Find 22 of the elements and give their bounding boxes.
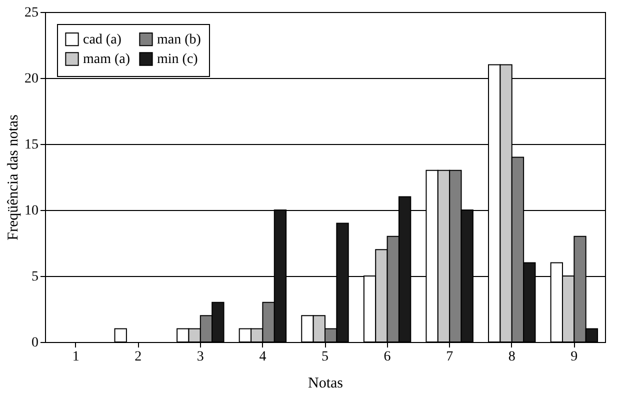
legend-label: mam (a)	[83, 52, 130, 67]
y-tick-label: 0	[32, 336, 38, 350]
legend-label: min (c)	[157, 52, 198, 67]
x-tick-label: 4	[259, 350, 266, 364]
y-tick-label: 20	[24, 72, 38, 86]
y-axis-title: Freqüência das notas	[6, 114, 22, 240]
x-tick-label: 5	[322, 350, 328, 364]
x-tick-label: 2	[134, 350, 142, 364]
legend-label: man (b)	[157, 32, 202, 48]
y-tick-label: 25	[24, 6, 38, 20]
y-tick-label: 5	[32, 270, 38, 284]
x-tick-label: 9	[570, 350, 578, 364]
x-tick-label: 8	[508, 350, 516, 364]
x-tick-label: 1	[72, 350, 80, 364]
y-tick-label: 15	[24, 138, 38, 152]
y-tick-label: 10	[24, 204, 38, 218]
x-axis-title: Notas	[308, 376, 344, 392]
x-tick-label: 3	[196, 350, 204, 364]
legend-label: cad (a)	[83, 32, 122, 48]
x-tick-label: 7	[446, 350, 454, 364]
bar	[114, 328, 127, 342]
x-tick-label: 6	[384, 350, 391, 364]
